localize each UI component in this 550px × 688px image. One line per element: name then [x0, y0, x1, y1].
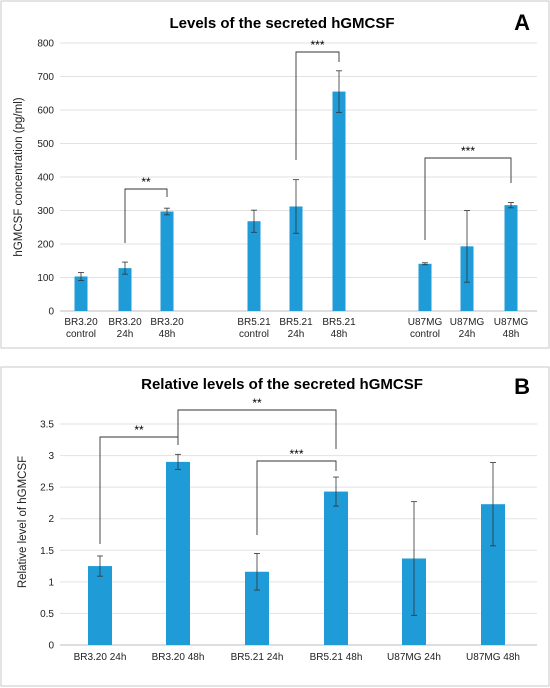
panel-b-bar — [324, 492, 348, 645]
panel-a-y-tick-label: 100 — [37, 273, 54, 284]
panel-a-category-label: BR5.21 — [322, 317, 356, 328]
panel-a-category-label: control — [239, 329, 269, 340]
panel-b-y-tick-label: 3 — [48, 451, 54, 462]
panel-a-bar — [75, 276, 88, 311]
panel-b-y-tick-label: 2 — [48, 514, 54, 525]
panel-b-category-label: BR3.20 24h — [74, 652, 127, 663]
panel-b-y-tick-label: 1 — [48, 577, 54, 588]
panel-b-bar — [166, 462, 190, 645]
panel-a-y-tick-label: 500 — [37, 139, 54, 150]
panel-a-category-label: BR5.21 — [279, 317, 313, 328]
panel-b-category-label: BR5.21 24h — [231, 652, 284, 663]
panel-a-category-label: control — [66, 329, 96, 340]
panel-a-y-tick-label: 300 — [37, 206, 54, 217]
panel-b-y-tick-label: 3.5 — [40, 420, 54, 431]
panel-a-category-label: 24h — [117, 329, 134, 340]
panel-a-category-label: control — [410, 329, 440, 340]
panel-a-category-label: BR3.20 — [150, 317, 184, 328]
panel-a-y-tick-label: 200 — [37, 240, 54, 251]
panel-a-category-label: U87MG — [408, 317, 443, 328]
panel-b-y-tick-label: 0 — [48, 641, 54, 652]
panel-a-category-label: BR3.20 — [64, 317, 98, 328]
panel-b-significance-label: ** — [134, 423, 144, 437]
panel-b-letter: B — [514, 374, 530, 399]
panel-b-category-label: U87MG 24h — [387, 652, 441, 663]
panel-a-y-tick-label: 400 — [37, 173, 54, 184]
panel-a-category-label: U87MG — [494, 317, 529, 328]
panel-a-y-tick-label: 800 — [37, 39, 54, 50]
panel-b-category-label: BR5.21 48h — [310, 652, 363, 663]
panel-b-frame — [1, 367, 549, 686]
panel-a-bar — [419, 264, 432, 311]
panel-a-category-label: 24h — [459, 329, 476, 340]
panel-a-bar — [505, 205, 518, 311]
panel-b-y-tick-label: 1.5 — [40, 546, 54, 557]
panel-a-y-axis-label: hGMCSF concentration (pg/ml) — [13, 97, 25, 256]
panel-b-y-tick-label: 0.5 — [40, 609, 54, 620]
panel-a-bar — [119, 268, 132, 311]
panel-a-significance-label: *** — [310, 38, 324, 52]
panel-a-category-label: 48h — [331, 329, 348, 340]
panel-a-letter: A — [514, 10, 530, 35]
panel-a-y-tick-label: 0 — [48, 307, 54, 318]
panel-b-category-label: BR3.20 48h — [152, 652, 205, 663]
panel-a-y-tick-label: 600 — [37, 106, 54, 117]
panel-a-title: Levels of the secreted hGMCSF — [169, 15, 394, 32]
panel-a-significance-label: ** — [141, 175, 151, 189]
panel-a-bar — [161, 212, 174, 311]
panel-a-category-label: U87MG — [450, 317, 485, 328]
panel-a-bar — [333, 92, 346, 311]
panel-a-category-label: 48h — [159, 329, 176, 340]
panel-b-bar — [88, 566, 112, 645]
panel-a-bar — [248, 221, 261, 311]
panel-a-y-tick-label: 700 — [37, 72, 54, 83]
panel-a-category-label: BR3.20 — [108, 317, 142, 328]
panel-b-significance-label: *** — [289, 447, 303, 461]
panel-b-category-label: U87MG 48h — [466, 652, 520, 663]
panel-a-category-label: BR5.21 — [237, 317, 271, 328]
panel-b-significance-label: ** — [252, 396, 262, 410]
panel-b-y-tick-label: 2.5 — [40, 483, 54, 494]
panel-a-significance-label: *** — [461, 144, 475, 158]
panel-b-y-axis-label: Relative level of hGMCSF — [17, 456, 29, 588]
panel-b-title: Relative levels of the secreted hGMCSF — [141, 376, 423, 393]
panel-a-category-label: 24h — [288, 329, 305, 340]
panel-a-category-label: 48h — [503, 329, 520, 340]
